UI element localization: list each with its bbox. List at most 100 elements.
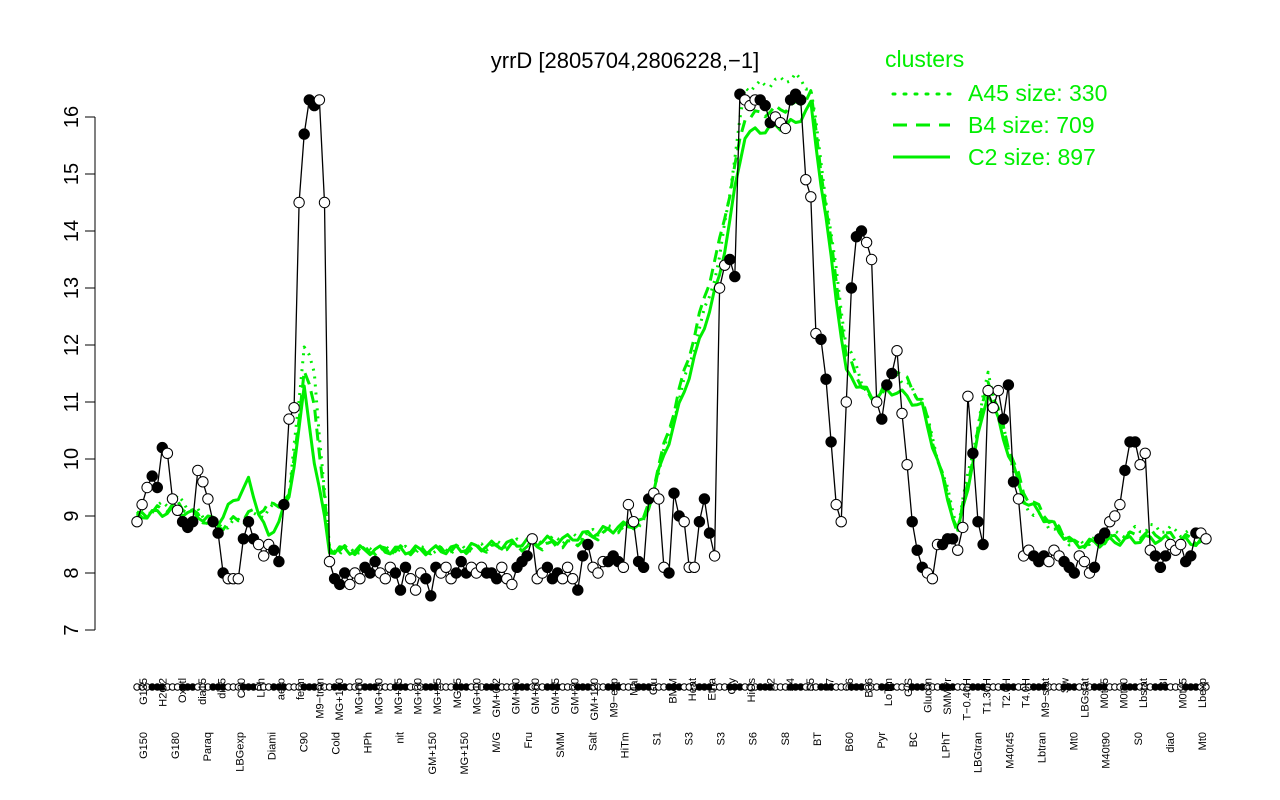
x-tick-label: GM+0.2 xyxy=(491,678,503,717)
x-tick-label: MG+120 xyxy=(334,678,346,721)
cluster-line-solid xyxy=(135,99,1207,557)
data-points xyxy=(131,88,1212,602)
x-tick-label: M9−stat xyxy=(1040,678,1052,717)
data-point xyxy=(399,561,412,573)
data-point xyxy=(166,493,179,505)
x-tick-label: Etha xyxy=(707,677,719,701)
legend-entry-c2: C2 size: 897 xyxy=(968,144,1096,170)
legend: clusters A45 size: 330 B4 size: 709 C2 s… xyxy=(885,46,1107,170)
data-point xyxy=(394,584,407,596)
x-tick-label: M40t45 xyxy=(1005,732,1017,769)
data-point xyxy=(318,196,331,209)
data-point xyxy=(617,561,630,573)
data-point xyxy=(855,225,868,237)
data-point xyxy=(567,573,579,585)
x-rug xyxy=(133,683,1210,691)
x-tick-label: M0t45 xyxy=(1177,678,1189,709)
data-point xyxy=(653,493,665,505)
data-point xyxy=(556,573,569,585)
x-tick-label: HPh xyxy=(363,732,375,753)
x-tick-label: S2 xyxy=(766,678,778,691)
data-point xyxy=(729,270,741,283)
x-tick-label: nit xyxy=(395,732,407,744)
data-point xyxy=(952,544,964,556)
x-tick-label: Pyr xyxy=(876,732,888,749)
data-point xyxy=(997,413,1009,425)
x-tick-label: M9−exp xyxy=(609,678,621,717)
x-tick-label: ferm xyxy=(295,678,307,700)
x-tick-label: B60 xyxy=(844,732,856,752)
x-tick-label: BC xyxy=(908,732,920,747)
data-point xyxy=(141,481,153,494)
data-point xyxy=(622,498,635,511)
data-point xyxy=(379,573,391,585)
x-tick-label: LBGstat xyxy=(1079,678,1091,718)
x-tick-label: MG+30 xyxy=(413,678,425,714)
data-point xyxy=(288,402,300,414)
data-point xyxy=(526,533,538,545)
data-point xyxy=(1068,567,1081,579)
data-point xyxy=(835,516,847,528)
y-tick-label: 12 xyxy=(61,334,83,356)
data-point xyxy=(1154,561,1167,573)
y-tick-label: 11 xyxy=(61,392,83,413)
x-tick-label: C30 xyxy=(236,678,248,698)
cluster-line-dotted xyxy=(135,71,1208,557)
x-tick-label: MG+15 xyxy=(432,678,444,714)
data-point xyxy=(1185,550,1197,562)
data-point xyxy=(1139,447,1151,459)
x-tick-label: M40t90 xyxy=(1101,732,1113,769)
data-point xyxy=(926,573,939,585)
data-point xyxy=(242,516,255,528)
x-tick-label: GM+45 xyxy=(550,678,562,714)
data-point xyxy=(572,584,584,596)
x-tick-label: Sw xyxy=(1060,678,1072,693)
data-point xyxy=(779,122,792,135)
x-tick-label: Fru xyxy=(523,732,535,749)
y-tick-label: 13 xyxy=(61,277,83,299)
x-tick-label: MG+150 xyxy=(459,732,471,775)
data-point xyxy=(592,567,604,579)
data-point xyxy=(957,521,969,534)
data-point xyxy=(663,567,675,579)
x-tick-label: B36 xyxy=(864,678,876,698)
data-point xyxy=(207,516,219,528)
data-point xyxy=(820,373,832,385)
x-tick-label: S3 xyxy=(716,732,728,745)
x-tick-label: T4.0H xyxy=(1021,678,1033,708)
cluster-line-dashed xyxy=(136,89,1207,557)
x-tick-label: LBGtran xyxy=(972,732,984,773)
x-tick-label: LBGexp xyxy=(234,732,246,772)
data-point xyxy=(1119,464,1131,477)
data-point xyxy=(688,561,700,573)
data-point xyxy=(491,573,503,585)
x-tick-label: S6 xyxy=(844,678,856,691)
data-point xyxy=(187,516,199,528)
x-tick-label: BMM xyxy=(668,678,680,704)
data-point xyxy=(561,561,574,573)
data-point xyxy=(202,493,214,505)
data-point xyxy=(637,561,650,573)
cluster-lines xyxy=(135,71,1208,557)
data-point xyxy=(313,94,326,106)
y-axis: 7 8 9 10 11 12 13 14 15 16 xyxy=(61,106,96,636)
data-point xyxy=(1043,555,1055,568)
data-point xyxy=(521,550,533,562)
data-point xyxy=(171,504,184,516)
chart-title: yrrD [2805704,2806228,−1] xyxy=(491,48,759,73)
y-tick-label: 9 xyxy=(61,510,83,521)
data-point xyxy=(252,538,265,551)
data-point xyxy=(1078,555,1091,568)
x-tick-label: S8 xyxy=(780,732,792,745)
data-point xyxy=(420,573,432,585)
data-point xyxy=(323,555,336,568)
x-tick-label: Mt0 xyxy=(1197,732,1209,750)
x-tick-label: MG+90 xyxy=(373,678,385,714)
data-point xyxy=(1200,533,1212,545)
data-point xyxy=(678,516,690,528)
data-point xyxy=(506,578,518,591)
data-point xyxy=(693,516,706,528)
x-tick-label: M0t90 xyxy=(1119,678,1131,709)
y-tick-label: 14 xyxy=(61,220,83,242)
